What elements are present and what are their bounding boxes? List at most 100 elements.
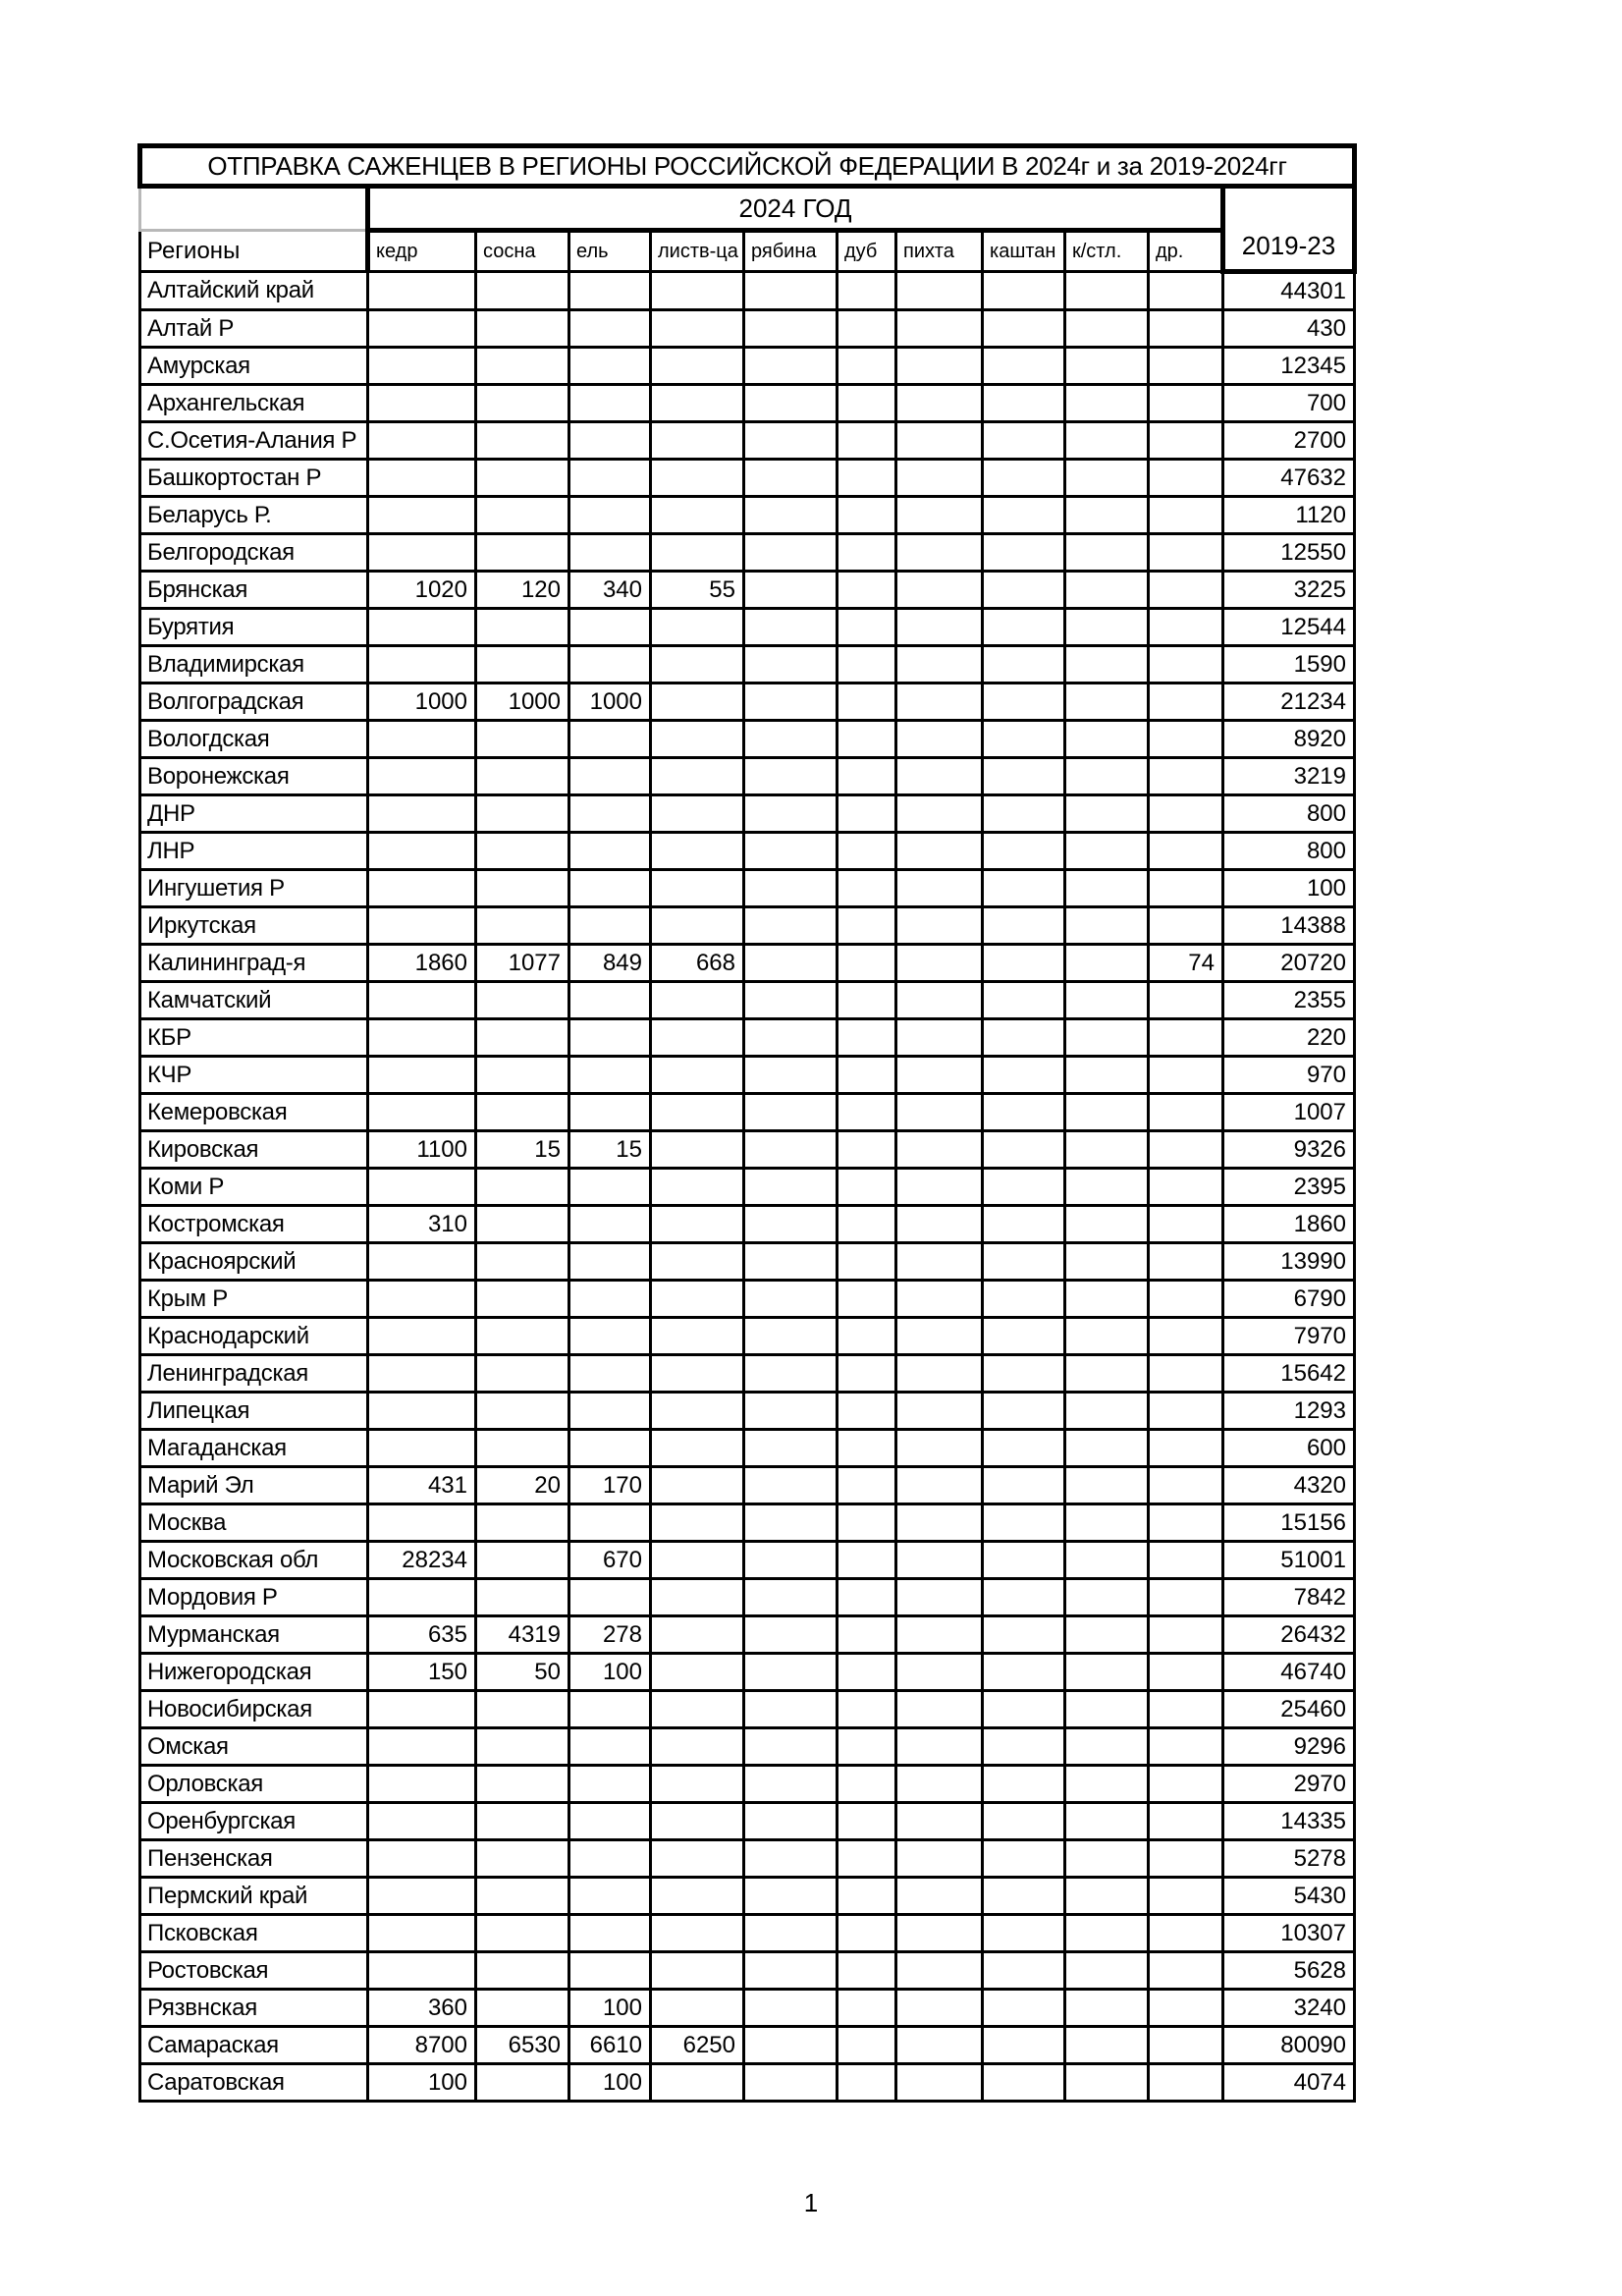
value-cell <box>366 980 477 1020</box>
column-header-row: Регионы кедр сосна ель листв-ца рябина д… <box>138 229 1355 273</box>
value-cell <box>474 308 570 349</box>
value-cell <box>981 1204 1066 1244</box>
value-cell <box>1063 1950 1150 1991</box>
value-cell <box>1147 1950 1224 1991</box>
value-cell <box>1063 1577 1150 1617</box>
value-cell <box>894 1540 984 1580</box>
table-head: ОТПРАВКА САЖЕНЦЕВ В РЕГИОНЫ РОССИЙСКОЙ Ф… <box>137 143 1357 274</box>
region-cell: Орловская <box>138 1764 369 1804</box>
table-row: Магаданская 600 <box>138 1428 1356 1468</box>
value-cell: 849 <box>568 943 652 983</box>
value-cell <box>568 1391 652 1431</box>
value-cell <box>836 980 897 1020</box>
value-cell <box>1063 1241 1150 1282</box>
value-cell <box>981 1167 1066 1207</box>
value-cell <box>836 644 897 684</box>
total-cell: 5628 <box>1221 1950 1356 1991</box>
value-cell <box>366 1913 477 1953</box>
value-cell <box>649 495 745 535</box>
value-cell <box>649 1465 745 1505</box>
value-cell <box>1147 719 1224 759</box>
value-cell: 28234 <box>366 1540 477 1580</box>
value-cell <box>981 2025 1066 2065</box>
species-header-kashtan: каштан <box>981 229 1066 273</box>
value-cell <box>568 1092 652 1132</box>
value-cell <box>742 1577 838 1617</box>
value-cell <box>742 1279 838 1319</box>
value-cell <box>649 1614 745 1655</box>
value-cell <box>366 868 477 908</box>
value-cell <box>474 1055 570 1095</box>
document-title: ОТПРАВКА САЖЕНЦЕВ В РЕГИОНЫ РОССИЙСКОЙ Ф… <box>137 143 1357 189</box>
value-cell <box>836 1540 897 1580</box>
species-header-sosna: сосна <box>474 229 570 273</box>
total-cell: 4320 <box>1221 1465 1356 1505</box>
value-cell <box>894 2025 984 2065</box>
value-cell <box>742 1913 838 1953</box>
value-cell <box>836 1279 897 1319</box>
table-row: Самараская 8700 6530 6610 6250 80090 <box>138 2025 1356 2065</box>
value-cell <box>1147 1279 1224 1319</box>
value-cell <box>894 1465 984 1505</box>
value-cell <box>474 420 570 461</box>
value-cell: 6610 <box>568 2025 652 2065</box>
value-cell <box>981 1055 1066 1095</box>
total-cell: 800 <box>1221 831 1356 871</box>
value-cell <box>366 495 477 535</box>
table-row: Новосибирская 25460 <box>138 1689 1356 1729</box>
value-cell <box>366 1801 477 1841</box>
total-cell: 1590 <box>1221 644 1356 684</box>
value-cell <box>366 1726 477 1767</box>
value-cell <box>1147 1353 1224 1394</box>
value-cell <box>1063 1838 1150 1879</box>
value-cell <box>1063 1726 1150 1767</box>
table-row: Ростовская 5628 <box>138 1950 1356 1991</box>
value-cell <box>894 1838 984 1879</box>
value-cell <box>649 868 745 908</box>
value-cell <box>568 1950 652 1991</box>
value-cell <box>474 831 570 871</box>
value-cell <box>981 570 1066 610</box>
value-cell <box>894 1503 984 1543</box>
region-cell: ДНР <box>138 793 369 834</box>
value-cell <box>366 1838 477 1879</box>
value-cell <box>1063 1353 1150 1394</box>
table-row: Мурманская 635 4319 278 26432 <box>138 1614 1356 1655</box>
table-row: Крым Р 6790 <box>138 1279 1356 1319</box>
value-cell <box>836 1577 897 1617</box>
region-cell: Архангельская <box>138 383 369 423</box>
value-cell <box>894 495 984 535</box>
value-cell <box>981 644 1066 684</box>
value-cell <box>894 1614 984 1655</box>
value-cell <box>649 831 745 871</box>
value-cell <box>568 980 652 1020</box>
total-cell: 15156 <box>1221 1503 1356 1543</box>
value-cell <box>836 2025 897 2065</box>
value-cell <box>836 1204 897 1244</box>
region-cell: Красноярский <box>138 1241 369 1282</box>
value-cell <box>836 570 897 610</box>
value-cell <box>742 607 838 647</box>
value-cell <box>742 1838 838 1879</box>
value-cell <box>981 532 1066 573</box>
value-cell <box>836 1391 897 1431</box>
value-cell <box>836 1652 897 1692</box>
value-cell <box>366 1764 477 1804</box>
value-cell <box>366 607 477 647</box>
table-row: Оренбургская 14335 <box>138 1801 1356 1841</box>
value-cell <box>568 1838 652 1879</box>
total-cell: 970 <box>1221 1055 1356 1095</box>
total-cell: 7970 <box>1221 1316 1356 1356</box>
value-cell <box>474 905 570 946</box>
value-cell <box>649 1055 745 1095</box>
value-cell <box>836 1689 897 1729</box>
region-cell: Самараская <box>138 2025 369 2065</box>
table-row: Алтайский край 44301 <box>138 270 1356 311</box>
value-cell <box>474 756 570 796</box>
value-cell <box>836 1241 897 1282</box>
value-cell <box>742 1465 838 1505</box>
value-cell <box>1063 1988 1150 2028</box>
value-cell <box>981 980 1066 1020</box>
value-cell <box>981 420 1066 461</box>
